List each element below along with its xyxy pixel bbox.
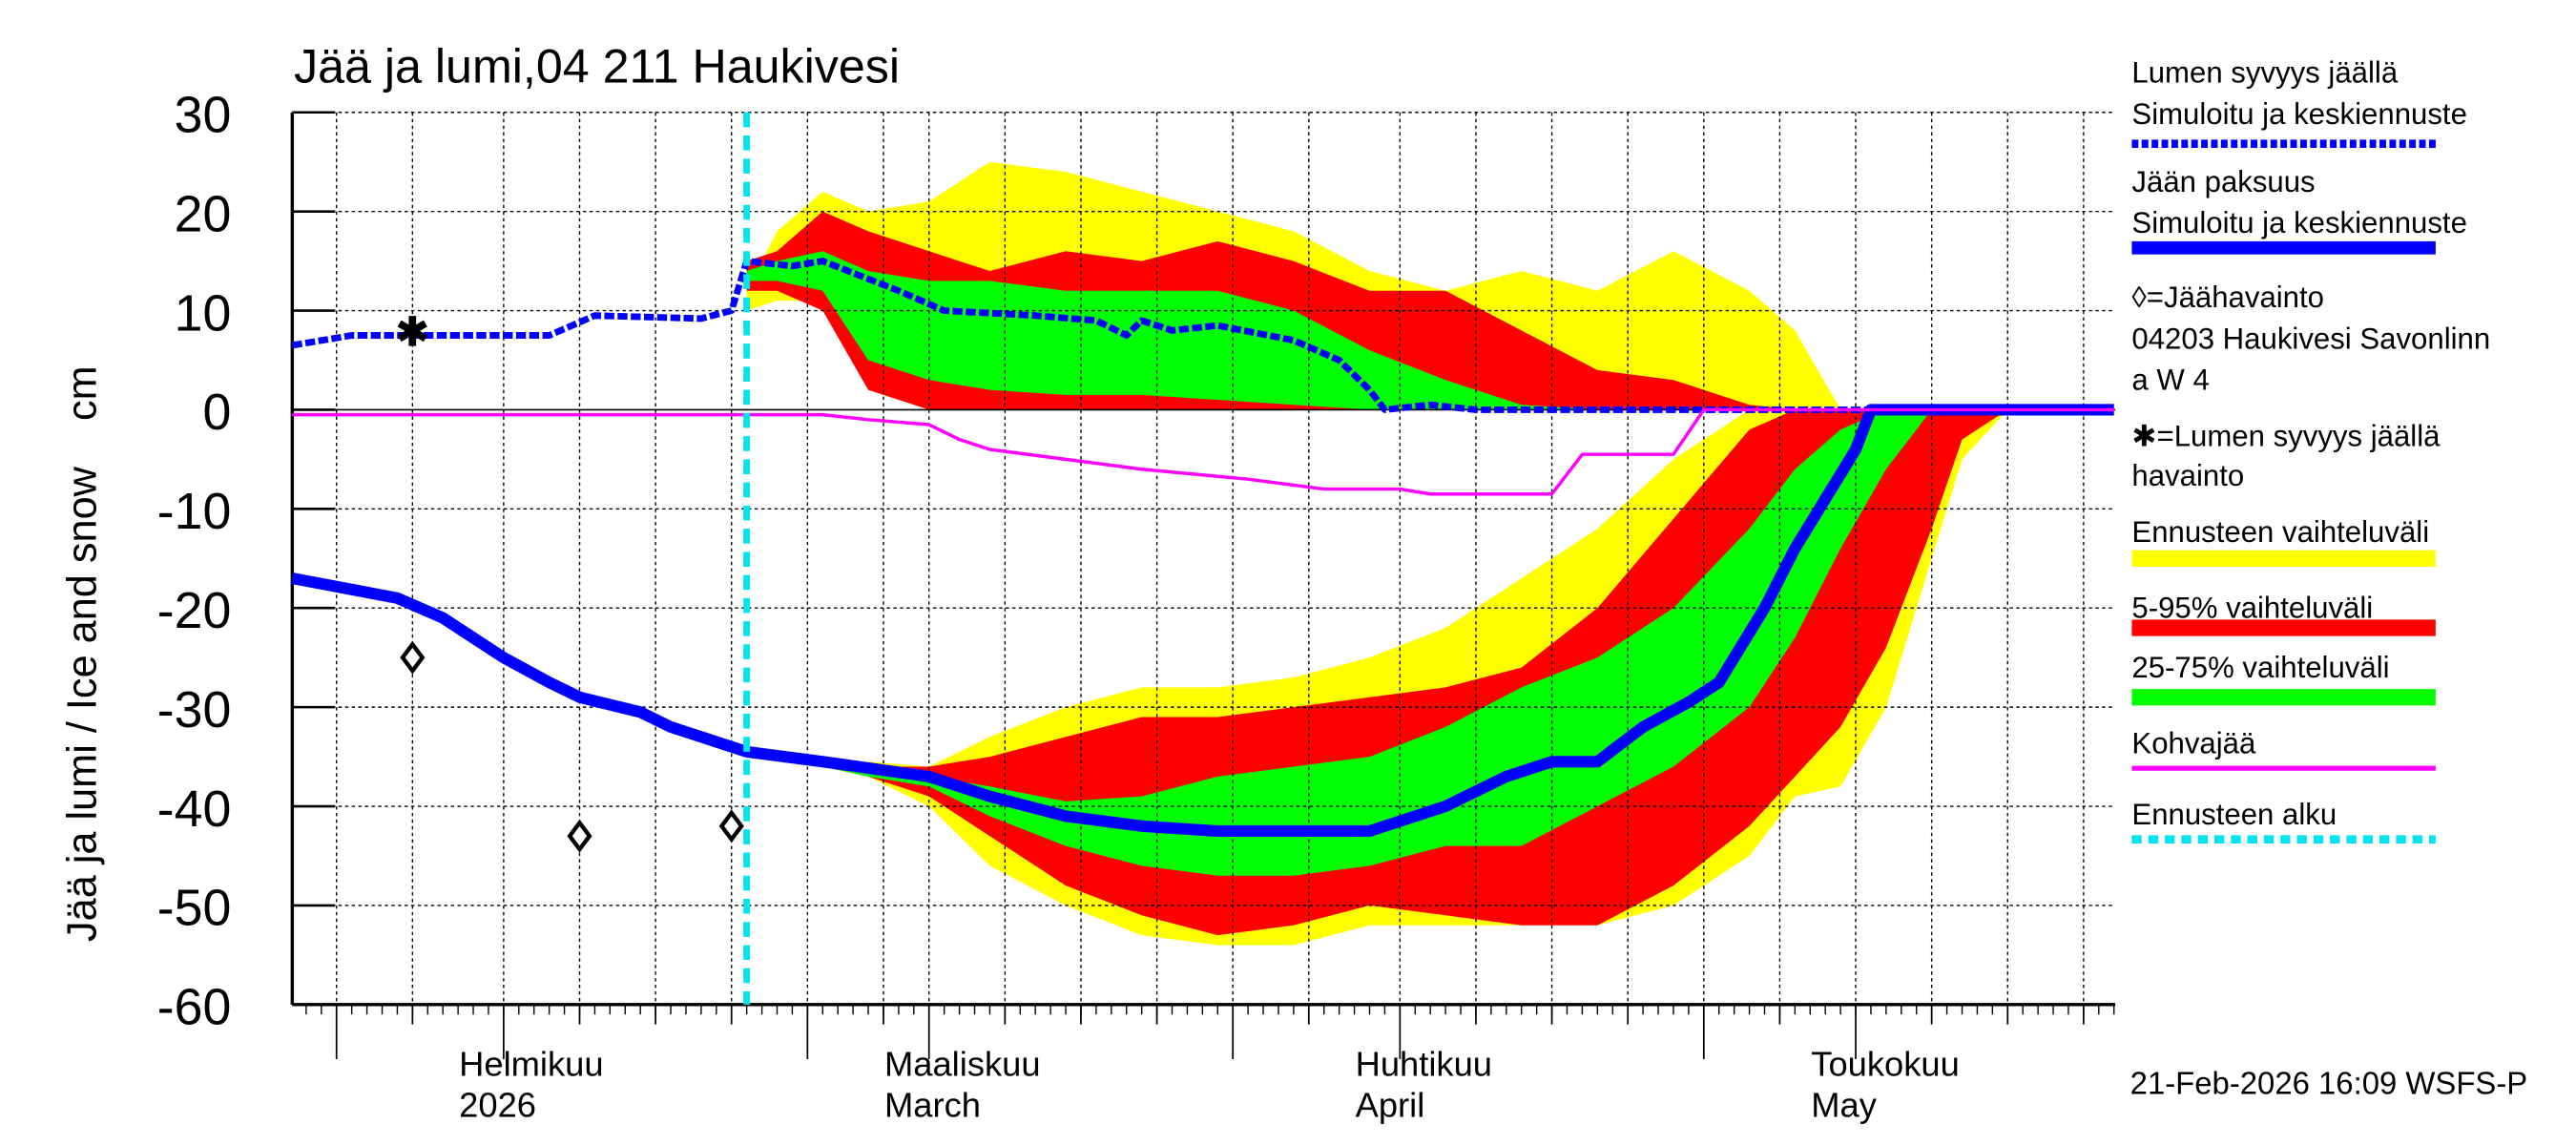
x-month-label-en: March	[884, 1086, 981, 1125]
ice-thickness-line	[291, 404, 2114, 838]
legend-label: Ennusteen alku	[2131, 798, 2337, 831]
x-month-label-fi: Huhtikuu	[1356, 1044, 1492, 1083]
legend-label: Simuloitu ja keskiennuste	[2131, 97, 2466, 131]
snow-observation-star: ✱	[396, 309, 429, 354]
x-month-label-en: May	[1811, 1086, 1877, 1125]
y-tick-label: -10	[157, 483, 232, 540]
y-tick-label: -40	[157, 781, 232, 838]
legend-label: Lumen syvyys jäällä	[2131, 56, 2398, 90]
y-tick-label: 20	[175, 185, 232, 242]
ice-observation-diamond	[400, 640, 426, 675]
y-tick-label: -50	[157, 880, 232, 937]
legend-label: Kohvajää	[2131, 727, 2256, 760]
y-tick-label: -60	[157, 979, 232, 1036]
legend-label: Jään paksuus	[2131, 165, 2315, 198]
ice-observation-diamond	[567, 819, 592, 853]
legend-label: havainto	[2131, 459, 2244, 492]
x-month-label-en: April	[1356, 1086, 1425, 1125]
footer-timestamp: 21-Feb-2026 16:09 WSFS-P	[2130, 1065, 2528, 1100]
x-month-label-fi: Maaliskuu	[884, 1044, 1041, 1083]
y-tick-label: -20	[157, 582, 232, 639]
legend-label: 5-95% vaihteluväli	[2131, 592, 2373, 625]
x-month-label-en: 2026	[459, 1086, 536, 1125]
ice-observation-diamond	[718, 809, 744, 843]
y-axis-label: Jää ja lumi / Ice and snow cm	[59, 365, 105, 942]
snow-depth-line	[291, 258, 2114, 413]
snow-band-25-75	[746, 251, 2008, 410]
legend-label: Ennusteen vaihteluväli	[2131, 515, 2429, 549]
legend-label: a W 4	[2131, 364, 2209, 397]
y-tick-label: 0	[202, 384, 231, 441]
y-tick-label: 30	[175, 87, 232, 144]
legend: Lumen syvyys jäällä Simuloitu ja keskienn…	[2131, 56, 2490, 843]
chart-title: Jää ja lumi,04 211 Haukivesi	[294, 40, 900, 94]
x-month-label-fi: Toukokuu	[1811, 1044, 1960, 1083]
slush-ice-line	[292, 407, 2114, 496]
legend-label: Simuloitu ja keskiennuste	[2131, 206, 2466, 239]
y-tick-label: -30	[157, 681, 232, 739]
ice-band-25-75	[746, 409, 2008, 876]
legend-label: 25-75% vaihteluväli	[2131, 651, 2389, 684]
legend-label: 04203 Haukivesi Savonlinn	[2131, 322, 2490, 355]
y-tick-label: 10	[175, 284, 232, 342]
x-month-label-fi: Helmikuu	[459, 1044, 603, 1083]
legend-label: ◊=Jäähavainto	[2131, 281, 2324, 314]
legend-label: ✱=Lumen syvyys jäällä	[2131, 420, 2441, 453]
